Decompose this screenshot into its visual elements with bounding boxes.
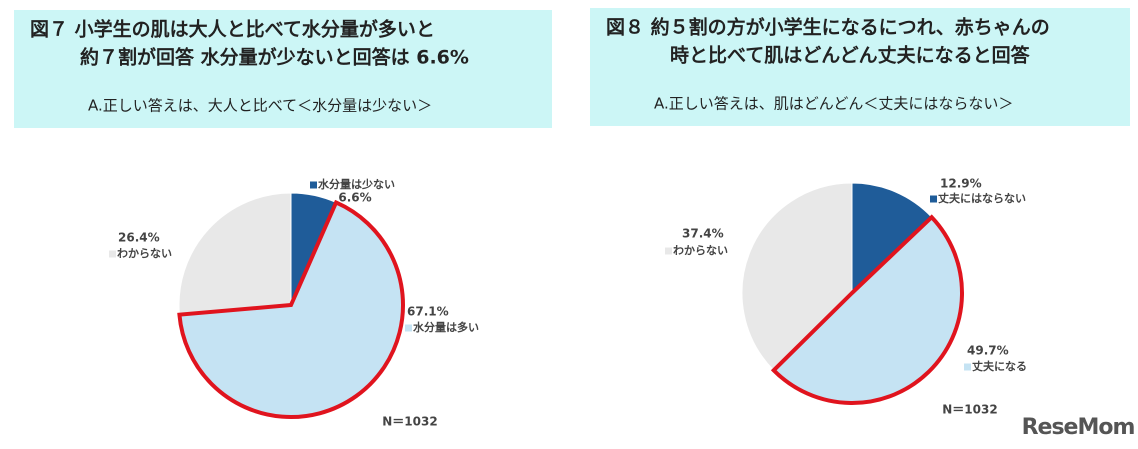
value-label: 26.4% [118,231,160,245]
category-label: 水分量は少ない [318,177,395,191]
category-label: 丈夫にはならない [938,191,1026,205]
chart-title: 図８ 約５割の方が小学生になるにつれ、赤ちゃんの [606,16,1050,39]
pie-slice [741,182,853,371]
value-label: 12.9% [940,177,982,191]
watermark: ReseMom [1022,415,1135,440]
pie-slice [177,199,405,419]
legend-swatch [405,324,412,332]
value-label: 67.1% [407,305,449,319]
chart-title: 約７割が回答 水分量が少ないと回答は 6.6% [80,46,469,69]
value-label: 37.4% [682,227,724,241]
header-box [14,10,552,128]
sample-size-note: N＝1032 [382,415,437,429]
legend-swatch [109,250,116,258]
pie-slice [851,182,933,295]
legend-swatch [310,181,317,189]
legend-swatch [964,363,971,371]
header-box [590,8,1130,126]
pie-slice [770,214,965,406]
value-label: 6.6% [338,191,371,205]
legend-swatch [665,247,672,255]
category-label: 水分量は多い [413,320,479,334]
chart-subtitle: A.正しい答えは、肌はどんどん＜丈夫にはならない＞ [654,95,1013,113]
legend-swatch [930,195,937,203]
pie-slice [178,192,292,316]
category-label: わからない [673,244,728,257]
value-label: 49.7% [967,344,1009,358]
category-label: わからない [117,247,172,260]
chart-title: 図７ 小学生の肌は大人と比べて水分量が多いと [30,18,435,41]
category-label: 丈夫になる [972,359,1027,373]
sample-size-note: N＝1032 [942,403,997,417]
chart-subtitle: A.正しい答えは、大人と比べて＜水分量は少ない＞ [88,97,432,115]
chart-title: 時と比べて肌はどんどん丈夫になると回答 [670,44,1031,67]
